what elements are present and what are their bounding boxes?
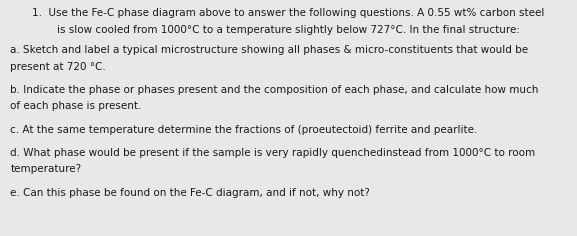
Text: b. Indicate the phase or phases present and the composition of each phase, and c: b. Indicate the phase or phases present … <box>10 85 539 95</box>
Text: a. Sketch and label a typical microstructure showing all phases & micro-constitu: a. Sketch and label a typical microstruc… <box>10 45 529 55</box>
Text: d. What phase would be present if the sample is very rapidly quenchedinstead fro: d. What phase would be present if the sa… <box>10 148 535 157</box>
Text: c. At the same temperature determine the fractions of (proeutectoid) ferrite and: c. At the same temperature determine the… <box>10 125 478 135</box>
Text: is slow cooled from 1000°C to a temperature slightly below 727°C. In the final s: is slow cooled from 1000°C to a temperat… <box>57 25 520 35</box>
Text: e. Can this phase be found on the Fe-C diagram, and if not, why not?: e. Can this phase be found on the Fe-C d… <box>10 188 370 198</box>
Text: present at 720 °C.: present at 720 °C. <box>10 62 106 72</box>
Text: of each phase is present.: of each phase is present. <box>10 101 142 111</box>
Text: temperature?: temperature? <box>10 164 81 174</box>
Text: 1.  Use the Fe-C phase diagram above to answer the following questions. A 0.55 w: 1. Use the Fe-C phase diagram above to a… <box>32 8 545 18</box>
